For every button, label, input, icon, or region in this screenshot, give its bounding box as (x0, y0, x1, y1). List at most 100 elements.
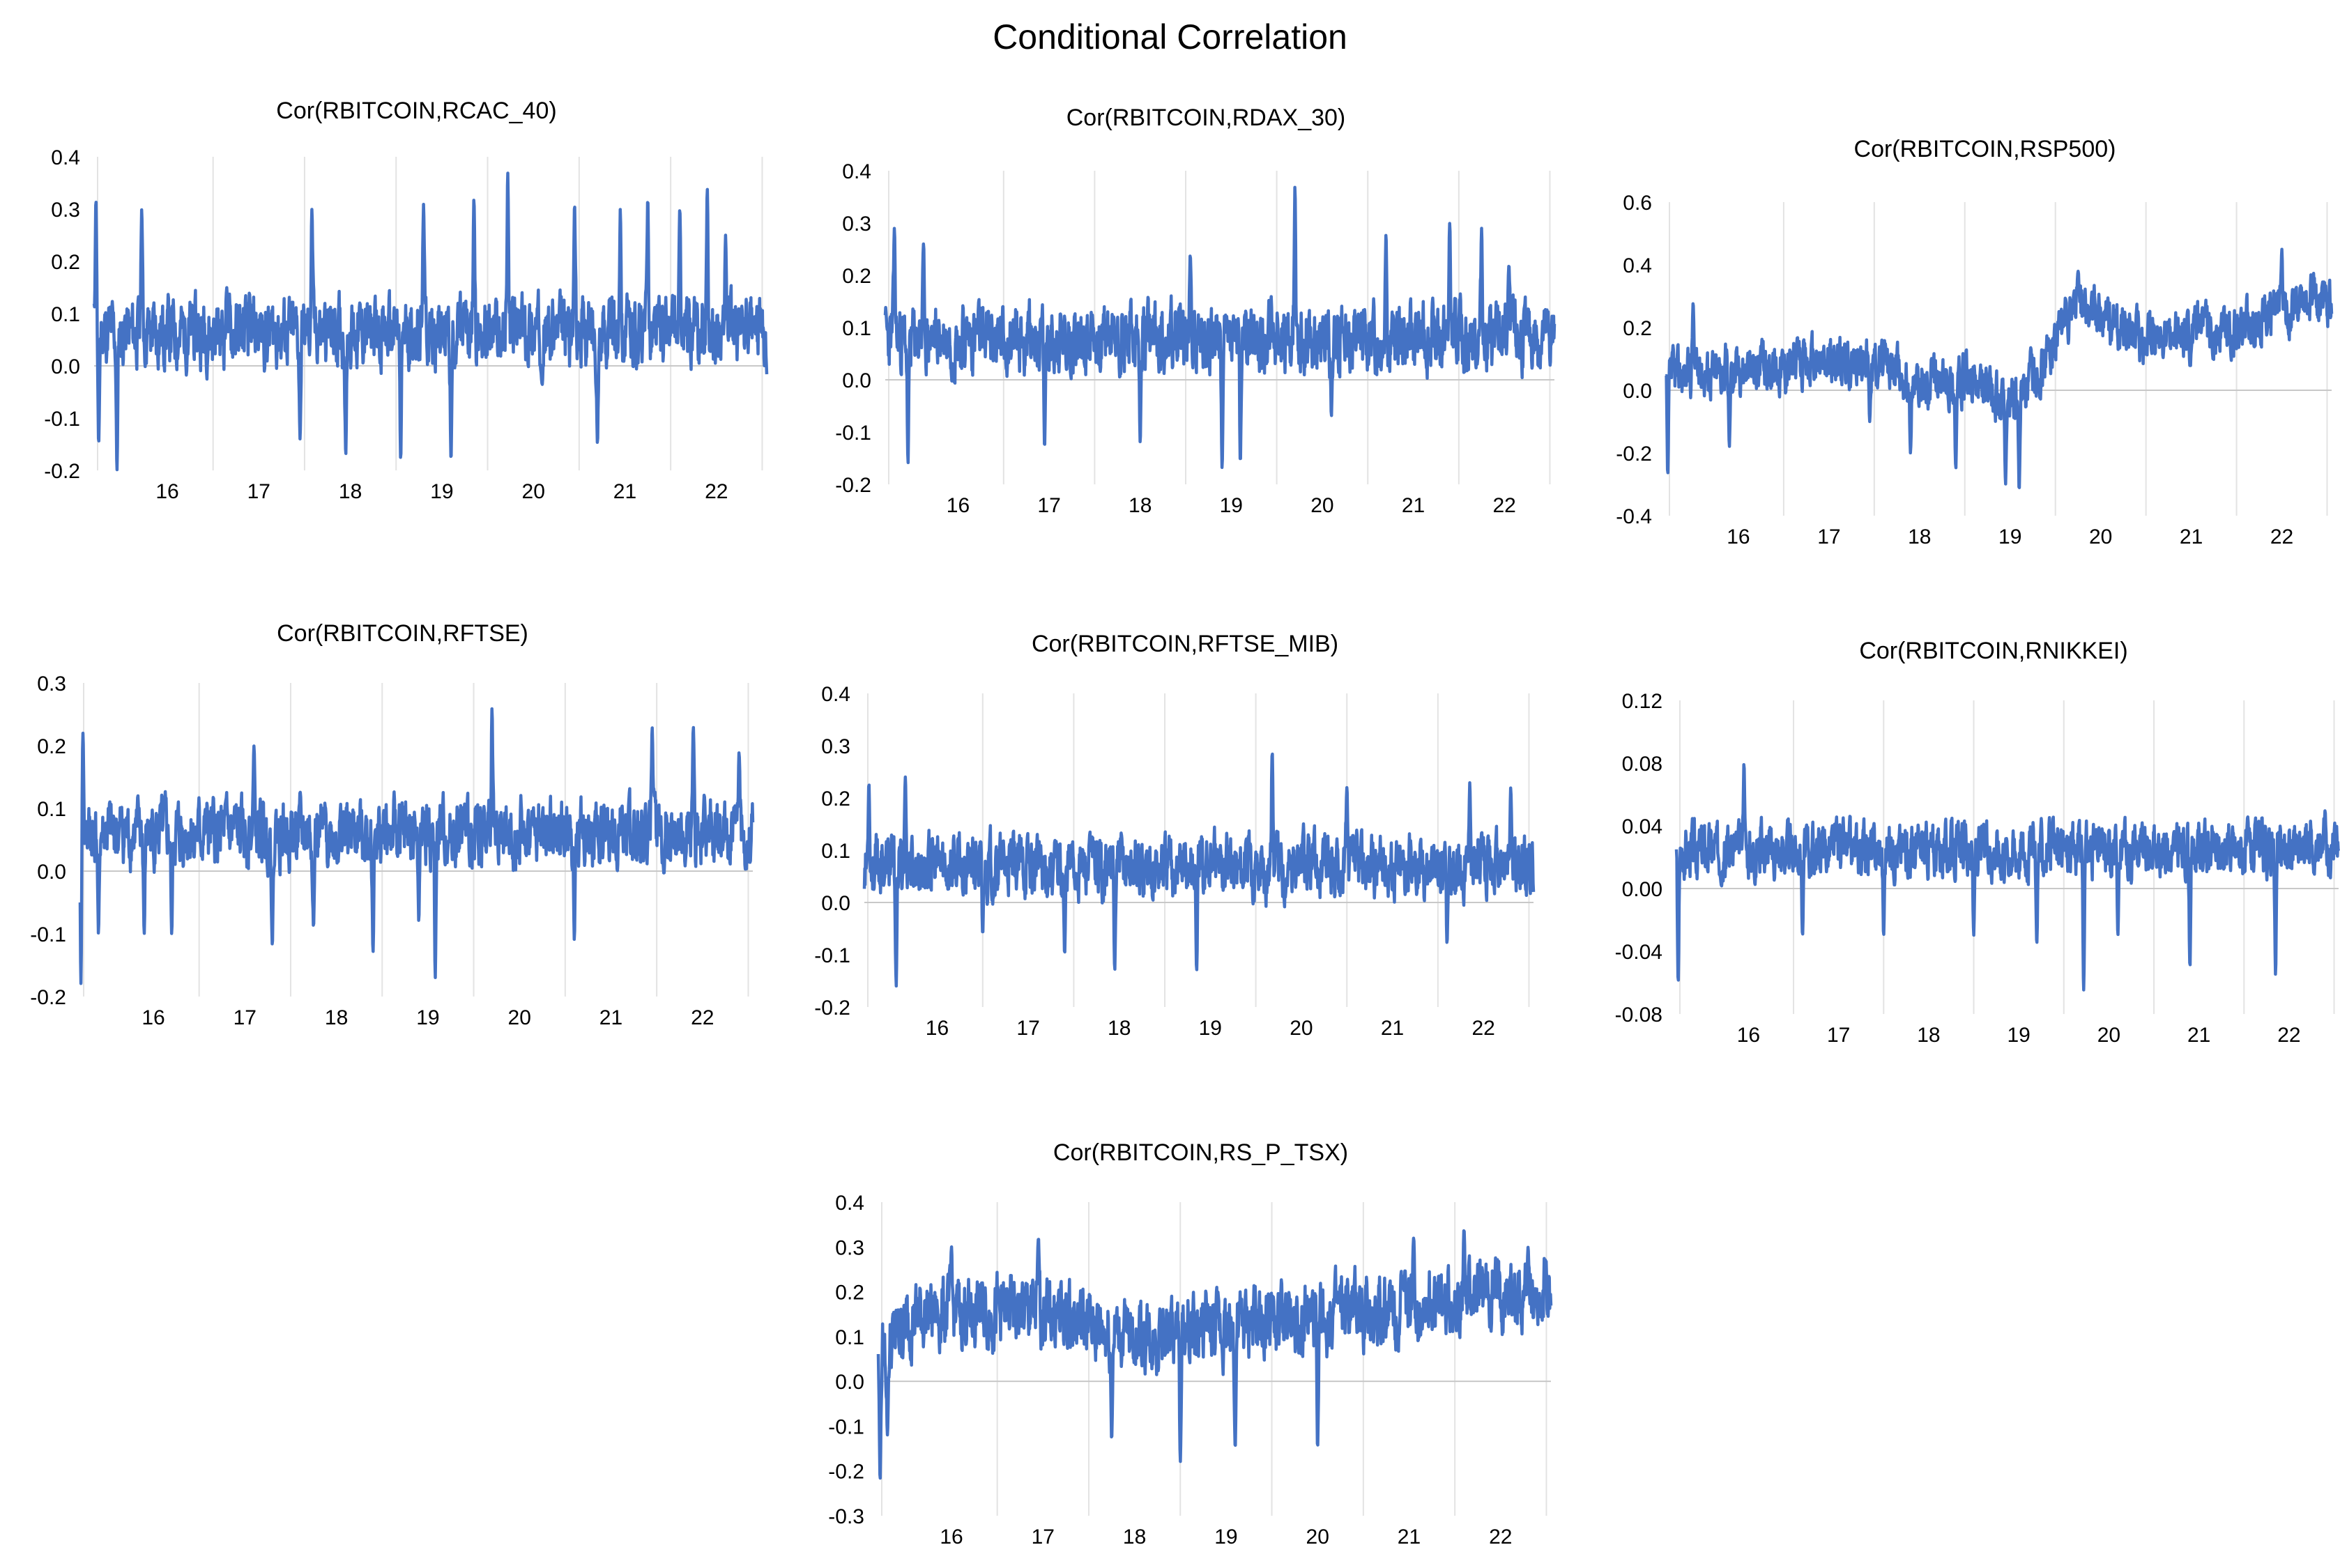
x-tick-label: 17 (234, 1006, 257, 1029)
y-tick-label: -0.1 (828, 1415, 864, 1438)
chart-sp500-svg: Cor(RBITCOIN,RSP500) 16 17 18 19 20 21 22 -0.4 -0… (1616, 136, 2334, 548)
y-tick-label: 0.04 (1622, 815, 1662, 838)
series-line (78, 707, 755, 985)
y-tick-label: 0.0 (51, 355, 80, 378)
y-tick-label: -0.2 (30, 986, 66, 1009)
x-tick-label: 21 (1381, 1017, 1404, 1040)
y-tick-label: 0.0 (821, 892, 850, 915)
y-tick-label: 0.08 (1622, 753, 1662, 776)
x-tick-label: 21 (2180, 525, 2203, 548)
chart-title: Cor(RBITCOIN,RCAC_40) (276, 98, 556, 124)
chart-title: Cor(RBITCOIN,RSP500) (1854, 136, 2116, 162)
y-tick-label: -0.2 (1616, 443, 1652, 466)
y-tick-label: -0.1 (44, 408, 80, 431)
y-tick-label: 0.1 (835, 1326, 864, 1349)
y-tick-label: -0.2 (835, 474, 871, 497)
series-line (1665, 247, 2334, 489)
x-tick-label: 22 (1471, 1017, 1494, 1040)
y-tick-label: 0.2 (821, 787, 850, 810)
y-tick-label: 0.2 (842, 265, 871, 288)
x-tick-label: 19 (2007, 1024, 2030, 1047)
y-tick-label: 0.0 (842, 369, 871, 392)
y-tick-label: 0.6 (1623, 192, 1652, 215)
chart-title: Cor(RBITCOIN,RS_P_TSX) (1053, 1139, 1348, 1166)
y-tick-label: 0.3 (821, 735, 850, 758)
x-tick-label: 16 (947, 494, 970, 517)
x-tick-label: 16 (155, 480, 178, 503)
chart-cac40: Cor(RBITCOIN,RCAC_40) 16 17 18 19 20 21 22 -0.2 -… (42, 91, 769, 523)
chart-title: Cor(RBITCOIN,RDAX_30) (1066, 105, 1346, 131)
x-tick-label: 16 (926, 1017, 949, 1040)
x-tick-label: 21 (1398, 1525, 1421, 1548)
x-tick-label: 21 (613, 480, 636, 503)
x-tick-label: 20 (1306, 1525, 1329, 1548)
chart-nikkei-svg: Cor(RBITCOIN,RNIKKEI) 16 17 18 19 20 21 22 -0.08… (1615, 638, 2340, 1047)
chart-title: Cor(RBITCOIN,RNIKKEI) (1859, 638, 2127, 664)
chart-sp500: Cor(RBITCOIN,RSP500) 16 17 18 19 20 21 22 -0.4 -0… (1603, 129, 2334, 561)
x-tick-label: 16 (1737, 1024, 1760, 1047)
y-tick-label: 0.2 (1623, 317, 1652, 340)
x-tick-label: 16 (940, 1525, 963, 1548)
x-tick-label: 19 (1998, 525, 2021, 548)
y-tick-label: 0.0 (1623, 380, 1652, 403)
y-tick-label: -0.04 (1615, 941, 1662, 964)
y-tick-label: 0.3 (51, 199, 80, 222)
x-tick-label: 17 (1827, 1024, 1850, 1047)
x-tick-label: 17 (247, 480, 270, 503)
y-tick-label: 0.2 (835, 1282, 864, 1305)
y-tick-label: -0.2 (828, 1461, 864, 1484)
y-tick-label: 0.3 (835, 1236, 864, 1259)
y-tick-label: -0.08 (1615, 1004, 1662, 1027)
y-tick-label: 0.12 (1622, 690, 1662, 713)
y-tick-label: -0.1 (835, 422, 871, 445)
chart-dax30-svg: Cor(RBITCOIN,RDAX_30) 16 17 18 19 20 21 22 -0.2 -… (835, 105, 1557, 517)
y-tick-label: -0.3 (828, 1505, 864, 1528)
chart-ftse-mib-svg: Cor(RBITCOIN,RFTSE_MIB) 16 17 18 19 20 21 22 -0.… (814, 631, 1536, 1040)
chart-ftse-mib: Cor(RBITCOIN,RFTSE_MIB) 16 17 18 19 20 21 22 -0.… (802, 624, 1536, 1056)
x-tick-label: 19 (1214, 1525, 1237, 1548)
chart-dax30: Cor(RBITCOIN,RDAX_30) 16 17 18 19 20 21 22 -0.2 -… (823, 98, 1557, 530)
x-tick-label: 19 (1199, 1017, 1222, 1040)
y-tick-label: 0.4 (51, 146, 80, 169)
x-tick-label: 18 (1917, 1024, 1940, 1047)
chart-nikkei: Cor(RBITCOIN,RNIKKEI) 16 17 18 19 20 21 22 -0.08… (1596, 631, 2340, 1063)
x-tick-label: 20 (522, 480, 545, 503)
y-tick-label: 0.3 (842, 213, 871, 236)
y-tick-label: 0.00 (1622, 878, 1662, 901)
x-tick-label: 17 (1817, 525, 1840, 548)
x-tick-label: 21 (2187, 1024, 2210, 1047)
x-tick-label: 18 (1129, 494, 1152, 517)
x-tick-label: 16 (142, 1006, 165, 1029)
x-tick-label: 16 (1727, 525, 1750, 548)
y-tick-label: 0.1 (37, 798, 66, 821)
chart-title: Cor(RBITCOIN,RFTSE_MIB) (1032, 631, 1338, 657)
y-tick-label: 0.4 (842, 160, 871, 183)
chart-ftse: Cor(RBITCOIN,RFTSE) 16 17 18 19 20 21 22 -0.2 -0.… (28, 613, 755, 1045)
x-tick-label: 20 (1310, 494, 1333, 517)
x-tick-label: 20 (2097, 1024, 2120, 1047)
y-tick-label: -0.1 (30, 923, 66, 946)
x-tick-label: 21 (599, 1006, 622, 1029)
y-tick-label: -0.1 (814, 944, 850, 967)
y-tick-label: -0.2 (44, 460, 80, 483)
y-tick-label: 0.1 (842, 317, 871, 340)
x-tick-label: 18 (325, 1006, 348, 1029)
x-tick-label: 22 (1492, 494, 1515, 517)
x-tick-label: 17 (1032, 1525, 1055, 1548)
x-tick-label: 17 (1037, 494, 1060, 517)
y-tick-label: 0.0 (835, 1371, 864, 1394)
x-tick-label: 19 (430, 480, 453, 503)
y-tick-label: 0.4 (821, 683, 850, 706)
main-title: Conditional Correlation (993, 17, 1347, 56)
x-tick-label: 20 (1290, 1017, 1313, 1040)
series-line (92, 171, 769, 472)
x-tick-label: 19 (416, 1006, 439, 1029)
x-tick-label: 18 (1123, 1525, 1146, 1548)
series-line (876, 1229, 1553, 1480)
y-tick-label: 0.4 (1623, 254, 1652, 277)
x-tick-label: 18 (1108, 1017, 1131, 1040)
x-tick-label: 20 (2089, 525, 2112, 548)
x-tick-label: 20 (508, 1006, 531, 1029)
chart-tsx: Cor(RBITCOIN,RS_P_TSX) 16 17 18 19 20 21 22 -0.3… (816, 1132, 1553, 1565)
chart-title: Cor(RBITCOIN,RFTSE) (277, 620, 528, 647)
